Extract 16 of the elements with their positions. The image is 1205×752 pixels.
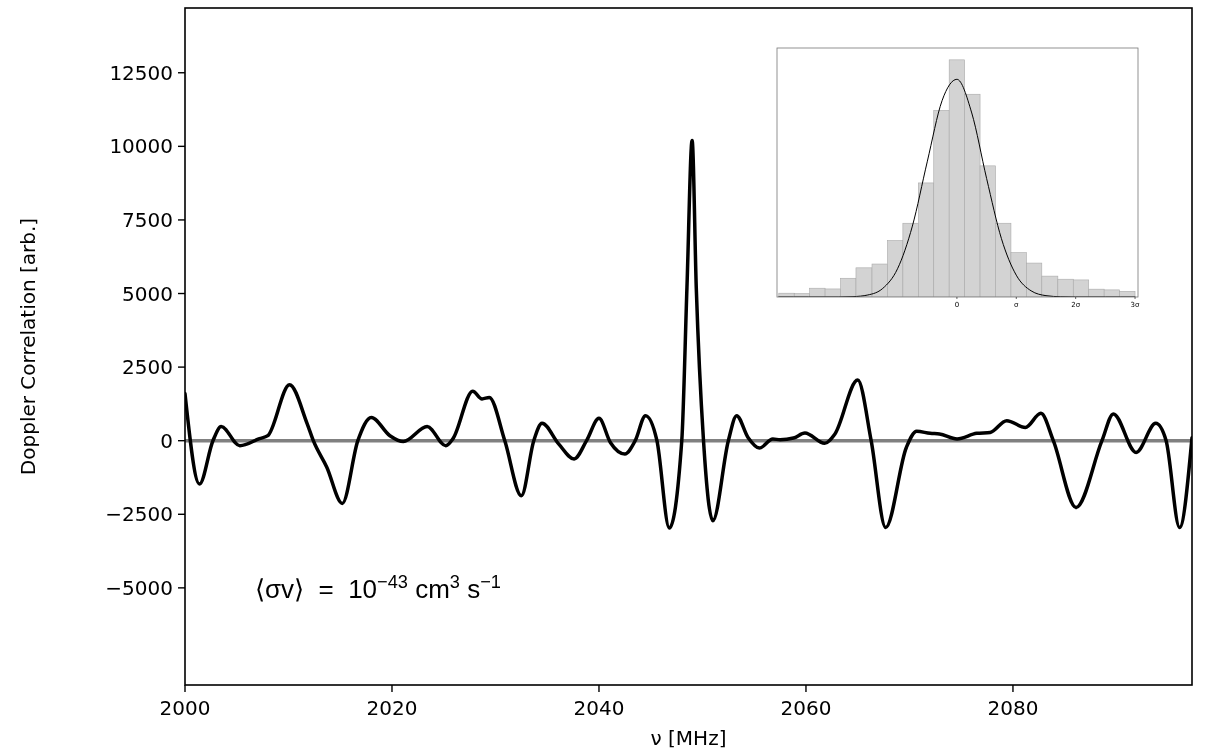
y-tick-label: 10000 <box>109 134 173 159</box>
y-tick-label: −2500 <box>105 502 173 527</box>
y-tick-label: 0 <box>160 428 173 453</box>
y-tick-label: 2500 <box>122 355 173 380</box>
x-tick-label: 2060 <box>780 696 832 720</box>
y-tick-label: 7500 <box>122 207 173 232</box>
x-tick-label: 2080 <box>987 696 1039 720</box>
y-axis-title: Doppler Correlation [arb.] <box>16 217 40 476</box>
x-tick-label: 2020 <box>366 696 418 720</box>
y-tick-label: 5000 <box>122 281 173 306</box>
annotation: ⟨σv⟩ = 10$^{−43}$ cm$^{3}$ s$^{−1}$ <box>255 571 501 604</box>
x-tick-label: 2000 <box>159 696 211 720</box>
y-tick-label: 12500 <box>109 60 173 85</box>
x-axis-title: ν [MHz] <box>650 726 727 750</box>
y-tick-label: −5000 <box>105 575 173 600</box>
x-tick-label: 2040 <box>573 696 625 720</box>
